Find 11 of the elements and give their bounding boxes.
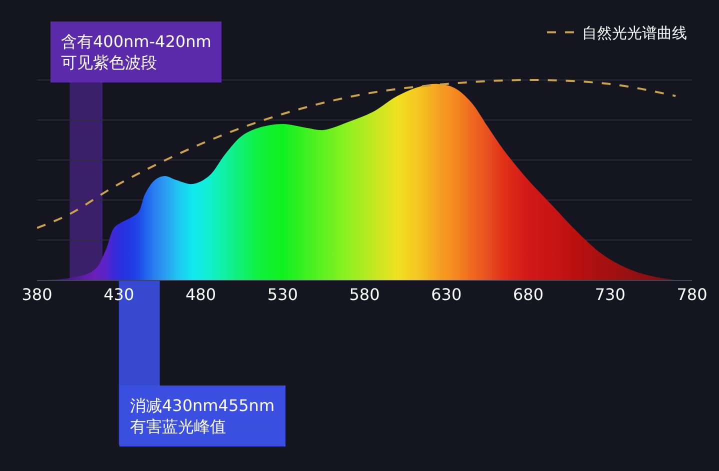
x-tick-label: 530 bbox=[267, 285, 298, 304]
x-tick-label: 680 bbox=[512, 285, 544, 304]
band-label: 消减430nm455nm 有害蓝光峰值 bbox=[130, 396, 275, 436]
x-tick-label: 380 bbox=[22, 285, 52, 304]
x-tick-label: 730 bbox=[594, 285, 626, 304]
x-tick-label: 630 bbox=[431, 285, 462, 304]
x-tick-label: 480 bbox=[185, 285, 216, 304]
legend-label: 自然光光谱曲线 bbox=[582, 24, 687, 42]
x-tick-label: 780 bbox=[676, 285, 708, 304]
x-tick-label: 580 bbox=[349, 285, 380, 304]
band-label: 含有400nm-420nm 可见紫色波段 bbox=[61, 32, 212, 72]
